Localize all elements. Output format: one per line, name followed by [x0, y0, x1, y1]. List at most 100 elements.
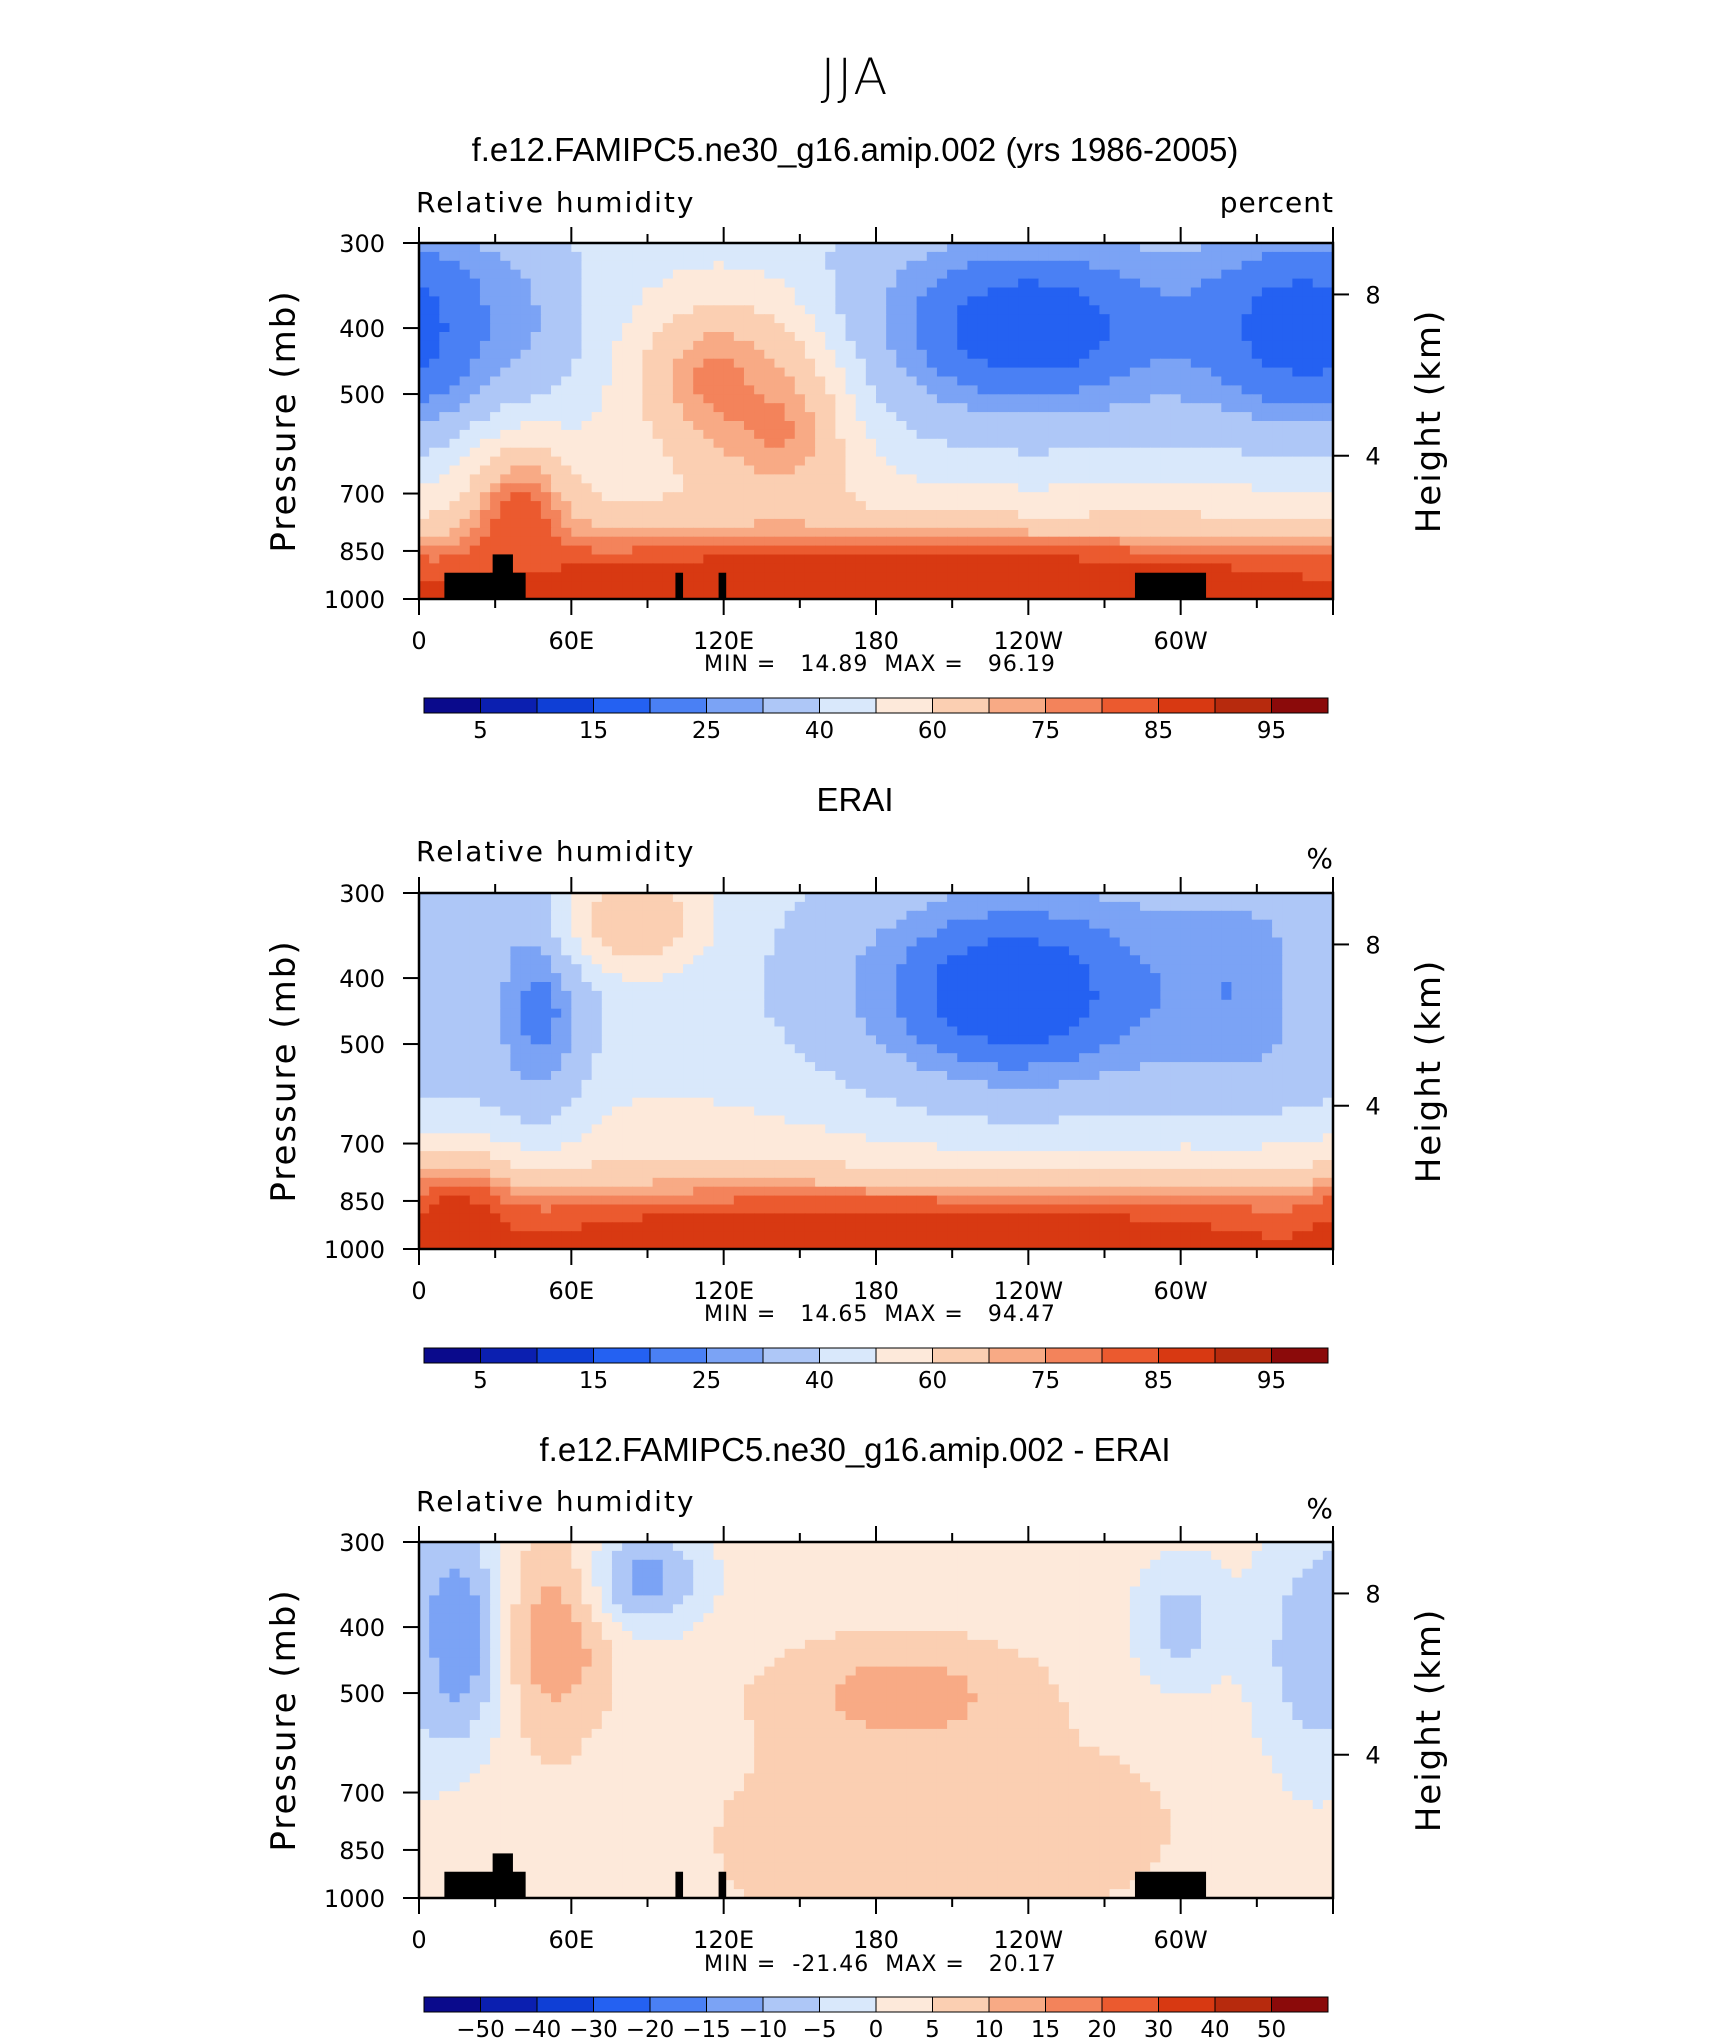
contour-cell: [510, 999, 522, 1010]
contour-cell: [997, 501, 1009, 511]
contour-cell: [419, 269, 430, 280]
contour-cell: [967, 946, 979, 956]
contour-cell: [1322, 385, 1333, 395]
contour-cell: [1058, 376, 1070, 386]
contour-cell: [1068, 590, 1080, 599]
contour-cell: [459, 412, 471, 422]
contour-cell: [652, 367, 664, 378]
contour-cell: [540, 893, 552, 903]
contour-cell: [1211, 572, 1222, 582]
contour-cell: [815, 483, 826, 493]
contour-cell: [855, 438, 867, 449]
contour-cell: [723, 893, 735, 903]
contour-cell: [845, 545, 857, 556]
contour-cell: [469, 563, 481, 573]
contour-cell: [987, 483, 999, 493]
contour-cell: [1119, 510, 1131, 520]
contour-cell: [743, 305, 755, 315]
contour-cell: [672, 243, 684, 253]
contour-cell: [490, 999, 501, 1010]
contour-cell: [561, 572, 572, 582]
contour-cell: [723, 990, 735, 1001]
contour-cell: [815, 955, 826, 965]
contour-cell: [855, 314, 867, 324]
contour-cell: [1048, 937, 1060, 947]
contour-cell: [896, 296, 908, 306]
contour-cell: [469, 465, 481, 475]
contour-cell: [1099, 510, 1111, 520]
contour-cell: [439, 340, 451, 351]
contour-cell: [662, 572, 674, 582]
contour-cell: [1008, 919, 1019, 930]
contour-cell: [835, 483, 847, 493]
contour-cell: [815, 581, 826, 591]
contour-cell: [957, 456, 968, 467]
contour-cell: [490, 973, 501, 983]
contour-cell: [784, 305, 796, 315]
contour-cell: [1190, 510, 1202, 520]
contour-cell: [754, 332, 765, 342]
contour-cell: [581, 296, 593, 306]
contour-cell: [1129, 394, 1141, 404]
contour-cell: [1261, 590, 1273, 599]
contour-cell: [419, 501, 430, 511]
contour-cell: [845, 394, 857, 404]
contour-cell: [865, 438, 877, 449]
contour-cell: [1241, 527, 1253, 538]
contour-cell: [1140, 260, 1151, 271]
contour-cell: [1089, 990, 1101, 1001]
contour-cell: [1018, 251, 1029, 262]
contour-cell: [815, 385, 826, 395]
contour-cell: [1058, 590, 1070, 599]
contour-cell: [804, 581, 816, 591]
contour-cell: [1140, 438, 1151, 449]
contour-cell: [1272, 376, 1283, 386]
contour-cell: [794, 973, 806, 983]
contour-cell: [449, 251, 461, 262]
contour-cell: [632, 287, 644, 297]
contour-cell: [835, 251, 847, 262]
contour-cell: [1160, 421, 1172, 431]
contour-cell: [672, 385, 684, 395]
contour-cell: [1089, 296, 1101, 306]
contour-cell: [764, 518, 776, 529]
contour-cell: [642, 278, 654, 289]
contour-cell: [1312, 340, 1324, 351]
contour-cell: [1180, 554, 1192, 564]
contour-cell: [896, 919, 908, 930]
contour-cell: [876, 260, 887, 271]
contour-cell: [754, 403, 765, 413]
contour-cell: [825, 946, 836, 956]
contour-cell: [723, 358, 735, 369]
contour-cell: [1312, 928, 1324, 939]
contour-cell: [672, 518, 684, 529]
contour-cell: [1058, 278, 1070, 289]
contour-cell: [1292, 251, 1304, 262]
contour-cell: [1211, 590, 1222, 599]
contour-cell: [520, 492, 532, 502]
contour-cell: [459, 554, 471, 564]
contour-cell: [1119, 429, 1131, 440]
contour-cell: [936, 955, 948, 965]
contour-cell: [1322, 349, 1333, 360]
contour-cell: [1180, 501, 1192, 511]
contour-cell: [886, 447, 897, 458]
contour-cell: [591, 447, 603, 458]
contour-cell: [530, 510, 542, 520]
contour-cell: [733, 518, 745, 529]
contour-cell: [1160, 340, 1172, 351]
contour-cell: [987, 251, 999, 262]
contour-cell: [1170, 314, 1182, 324]
contour-cell: [774, 1008, 786, 1019]
contour-cell: [500, 278, 511, 289]
contour-cell: [530, 1017, 542, 1028]
contour-cell: [419, 456, 430, 467]
contour-cell: [1190, 278, 1202, 289]
contour-cell: [794, 421, 806, 431]
contour-cell: [1292, 269, 1304, 280]
contour-cell: [987, 456, 999, 467]
contour-cell: [1038, 999, 1050, 1010]
contour-cell: [743, 919, 755, 930]
contour-cell: [551, 946, 562, 956]
contour-cell: [611, 554, 623, 564]
